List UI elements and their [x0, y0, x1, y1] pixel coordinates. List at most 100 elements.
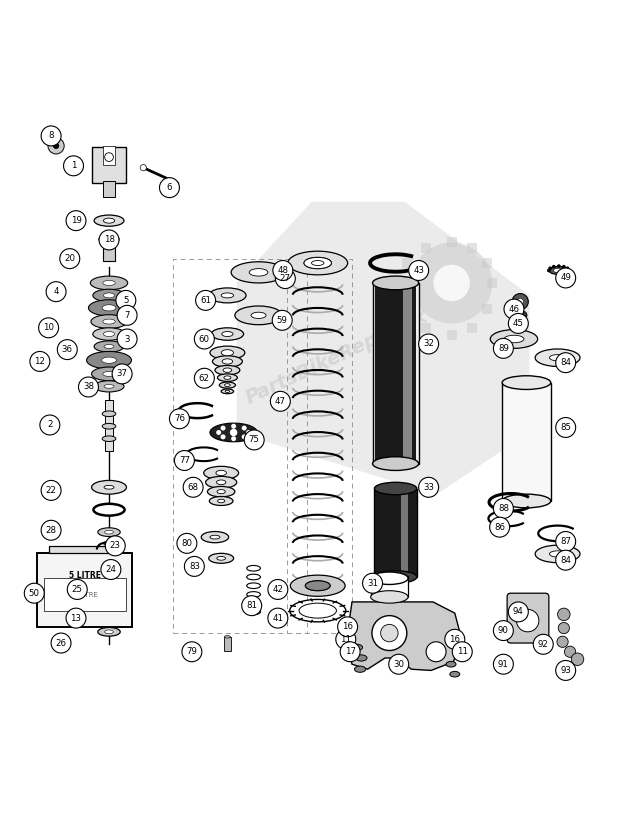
Text: 91: 91: [498, 659, 509, 669]
Ellipse shape: [549, 551, 566, 557]
Circle shape: [452, 642, 472, 662]
Circle shape: [571, 653, 584, 665]
Ellipse shape: [94, 381, 124, 392]
Text: 88: 88: [498, 504, 509, 513]
Ellipse shape: [87, 351, 131, 369]
Ellipse shape: [103, 332, 115, 337]
Ellipse shape: [93, 289, 125, 302]
Circle shape: [389, 654, 409, 675]
Ellipse shape: [212, 356, 242, 367]
Ellipse shape: [226, 391, 229, 392]
Circle shape: [40, 415, 60, 435]
Ellipse shape: [549, 266, 569, 275]
Ellipse shape: [502, 375, 551, 390]
Text: 75: 75: [249, 435, 260, 444]
Ellipse shape: [549, 354, 566, 361]
Text: 8: 8: [49, 131, 54, 140]
Circle shape: [174, 450, 194, 470]
Bar: [373, 283, 419, 464]
Ellipse shape: [99, 235, 119, 244]
Ellipse shape: [251, 312, 266, 318]
Text: 85: 85: [560, 423, 571, 432]
Text: 10: 10: [43, 323, 54, 333]
Bar: [44, 578, 126, 612]
Circle shape: [64, 156, 83, 176]
Text: 5 LITRE: 5 LITRE: [72, 591, 98, 598]
Ellipse shape: [224, 384, 231, 386]
Ellipse shape: [104, 385, 114, 388]
Circle shape: [112, 364, 132, 384]
Circle shape: [105, 153, 113, 161]
Circle shape: [117, 306, 137, 325]
Circle shape: [66, 211, 86, 231]
Circle shape: [504, 299, 524, 319]
Ellipse shape: [211, 328, 244, 340]
Circle shape: [242, 434, 247, 439]
Text: 89: 89: [498, 344, 509, 353]
Bar: [375, 284, 416, 462]
Ellipse shape: [356, 655, 367, 661]
Circle shape: [140, 165, 146, 171]
Bar: [37, 554, 132, 627]
Text: 22: 22: [45, 486, 57, 495]
Circle shape: [244, 430, 264, 450]
Text: 36: 36: [62, 345, 73, 354]
Ellipse shape: [105, 238, 113, 241]
Ellipse shape: [490, 329, 538, 349]
Ellipse shape: [102, 411, 116, 417]
Text: 87: 87: [560, 537, 571, 546]
Circle shape: [231, 436, 236, 441]
Ellipse shape: [217, 374, 237, 381]
FancyBboxPatch shape: [92, 147, 126, 183]
Ellipse shape: [373, 457, 419, 470]
Circle shape: [533, 634, 553, 654]
Ellipse shape: [102, 423, 116, 429]
Circle shape: [57, 339, 77, 360]
Bar: [105, 400, 113, 451]
Circle shape: [512, 293, 528, 310]
Ellipse shape: [231, 262, 286, 283]
Circle shape: [39, 318, 59, 338]
Bar: [371, 575, 408, 597]
Ellipse shape: [305, 580, 330, 591]
Circle shape: [41, 126, 61, 146]
Text: 48: 48: [277, 266, 288, 275]
Bar: [421, 323, 431, 333]
Ellipse shape: [221, 293, 234, 298]
Ellipse shape: [105, 530, 113, 534]
Text: 46: 46: [508, 305, 520, 313]
Text: 43: 43: [413, 266, 424, 275]
Ellipse shape: [93, 504, 125, 516]
Circle shape: [340, 642, 360, 662]
Ellipse shape: [351, 644, 363, 650]
Circle shape: [556, 660, 576, 680]
Circle shape: [48, 138, 64, 154]
Circle shape: [184, 556, 204, 576]
Circle shape: [434, 265, 470, 302]
Text: 92: 92: [538, 640, 549, 648]
Text: 13: 13: [70, 613, 82, 622]
Text: 41: 41: [272, 613, 283, 622]
Ellipse shape: [103, 293, 115, 298]
Ellipse shape: [502, 494, 551, 508]
Ellipse shape: [222, 359, 232, 364]
Circle shape: [194, 329, 214, 349]
Bar: [467, 243, 477, 253]
Ellipse shape: [103, 319, 115, 324]
Ellipse shape: [290, 600, 346, 622]
Bar: [482, 304, 492, 314]
Ellipse shape: [221, 389, 234, 394]
Circle shape: [552, 265, 556, 269]
Ellipse shape: [224, 636, 231, 638]
Ellipse shape: [371, 591, 408, 603]
Circle shape: [30, 351, 50, 371]
Ellipse shape: [446, 661, 456, 667]
Text: 32: 32: [423, 339, 434, 349]
Ellipse shape: [102, 357, 117, 364]
FancyBboxPatch shape: [103, 247, 115, 260]
Circle shape: [182, 642, 202, 662]
Ellipse shape: [222, 332, 233, 337]
Bar: [447, 329, 457, 339]
Bar: [49, 546, 121, 554]
Circle shape: [566, 266, 569, 270]
